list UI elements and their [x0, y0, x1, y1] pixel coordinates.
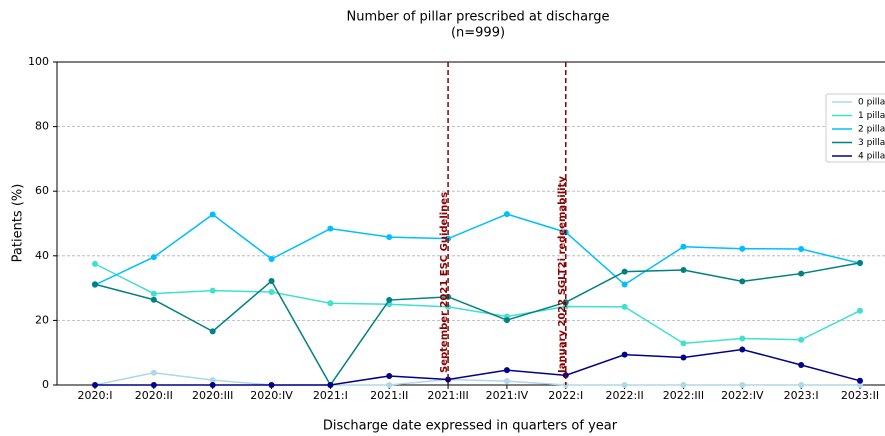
point [739, 245, 746, 252]
x-tick-label: 2022:II [606, 389, 644, 402]
legend-label: 2 pillar [858, 125, 885, 135]
series-line [94, 371, 860, 386]
point [209, 377, 216, 384]
point [268, 288, 275, 295]
point [150, 296, 157, 303]
point [92, 281, 98, 288]
point [268, 277, 275, 284]
point [680, 340, 687, 347]
chart-title: Number of pillar prescribed at discharge [347, 10, 610, 25]
point [268, 256, 275, 263]
point [150, 290, 157, 297]
point [798, 270, 805, 277]
point [621, 382, 628, 388]
series-line [94, 213, 861, 286]
point [327, 382, 334, 388]
point [857, 377, 863, 384]
point [857, 382, 863, 388]
point [680, 243, 687, 250]
point [621, 268, 628, 275]
y-tick-label: 100 [28, 55, 49, 68]
legend-box [825, 93, 885, 163]
point [798, 361, 805, 368]
point [268, 382, 275, 388]
point [209, 211, 216, 218]
annotation-text: September 2021 ESC Guidelines [439, 192, 450, 373]
point [798, 336, 805, 343]
series-line [95, 348, 861, 386]
point [798, 246, 805, 253]
point [739, 382, 746, 388]
point [857, 259, 863, 266]
point [739, 335, 746, 342]
point [798, 382, 805, 388]
x-tick-label: 2021:II [370, 389, 408, 402]
point [150, 369, 157, 376]
x-tick-label: 2021:III [427, 389, 468, 402]
x-tick-label: 2023:I [784, 389, 819, 402]
x-tick-label: 2020:I [78, 389, 113, 402]
point [150, 382, 157, 388]
point [680, 354, 687, 361]
point [92, 260, 98, 267]
point [680, 267, 687, 274]
y-tick-label: 40 [35, 249, 49, 262]
point [739, 278, 746, 285]
x-tick-label: 2020:III [192, 389, 233, 402]
point [327, 225, 334, 232]
point [150, 254, 157, 261]
legend-label: 4 pillar [858, 152, 885, 162]
series-line [94, 262, 861, 387]
legend-label: 1 pillar [858, 111, 885, 121]
x-tick-label: 2020:II [135, 389, 173, 402]
x-tick-label: 2020:IV [250, 389, 293, 402]
point [386, 372, 393, 379]
x-axis-label: Discharge date expressed in quarters of … [323, 419, 618, 434]
point [857, 307, 863, 314]
point [621, 303, 628, 310]
annotation-text: January 2022 SGLT2i redeemability [557, 176, 568, 374]
y-axis-label: Patients (%) [11, 184, 26, 263]
y-tick-label: 80 [35, 120, 49, 133]
point [680, 382, 687, 388]
x-tick-label: 2021:IV [486, 389, 529, 402]
point [386, 297, 393, 304]
point [92, 382, 98, 388]
point [386, 234, 393, 241]
point [621, 351, 628, 358]
chart-subtitle: (n=999) [451, 26, 505, 41]
point [386, 382, 393, 388]
y-tick-label: 0 [42, 378, 49, 391]
x-tick-label: 2023:II [841, 389, 879, 402]
point [327, 300, 334, 307]
point [503, 211, 510, 218]
point [503, 378, 510, 385]
point [209, 328, 216, 335]
series-line [94, 263, 861, 345]
y-tick-label: 60 [35, 184, 49, 197]
legend-label: 0 pillar [858, 98, 885, 108]
x-tick-label: 2021:I [313, 389, 348, 402]
point [209, 382, 216, 388]
x-tick-label: 2022:III [663, 389, 704, 402]
legend-label: 3 pillar [858, 138, 885, 148]
point [503, 317, 510, 324]
point [621, 281, 628, 288]
y-tick-label: 20 [35, 313, 49, 326]
point [739, 346, 746, 353]
point [503, 367, 510, 374]
x-tick-label: 2022:I [548, 389, 583, 402]
point [209, 287, 216, 294]
x-tick-label: 2022:IV [721, 389, 764, 402]
point [445, 376, 452, 383]
